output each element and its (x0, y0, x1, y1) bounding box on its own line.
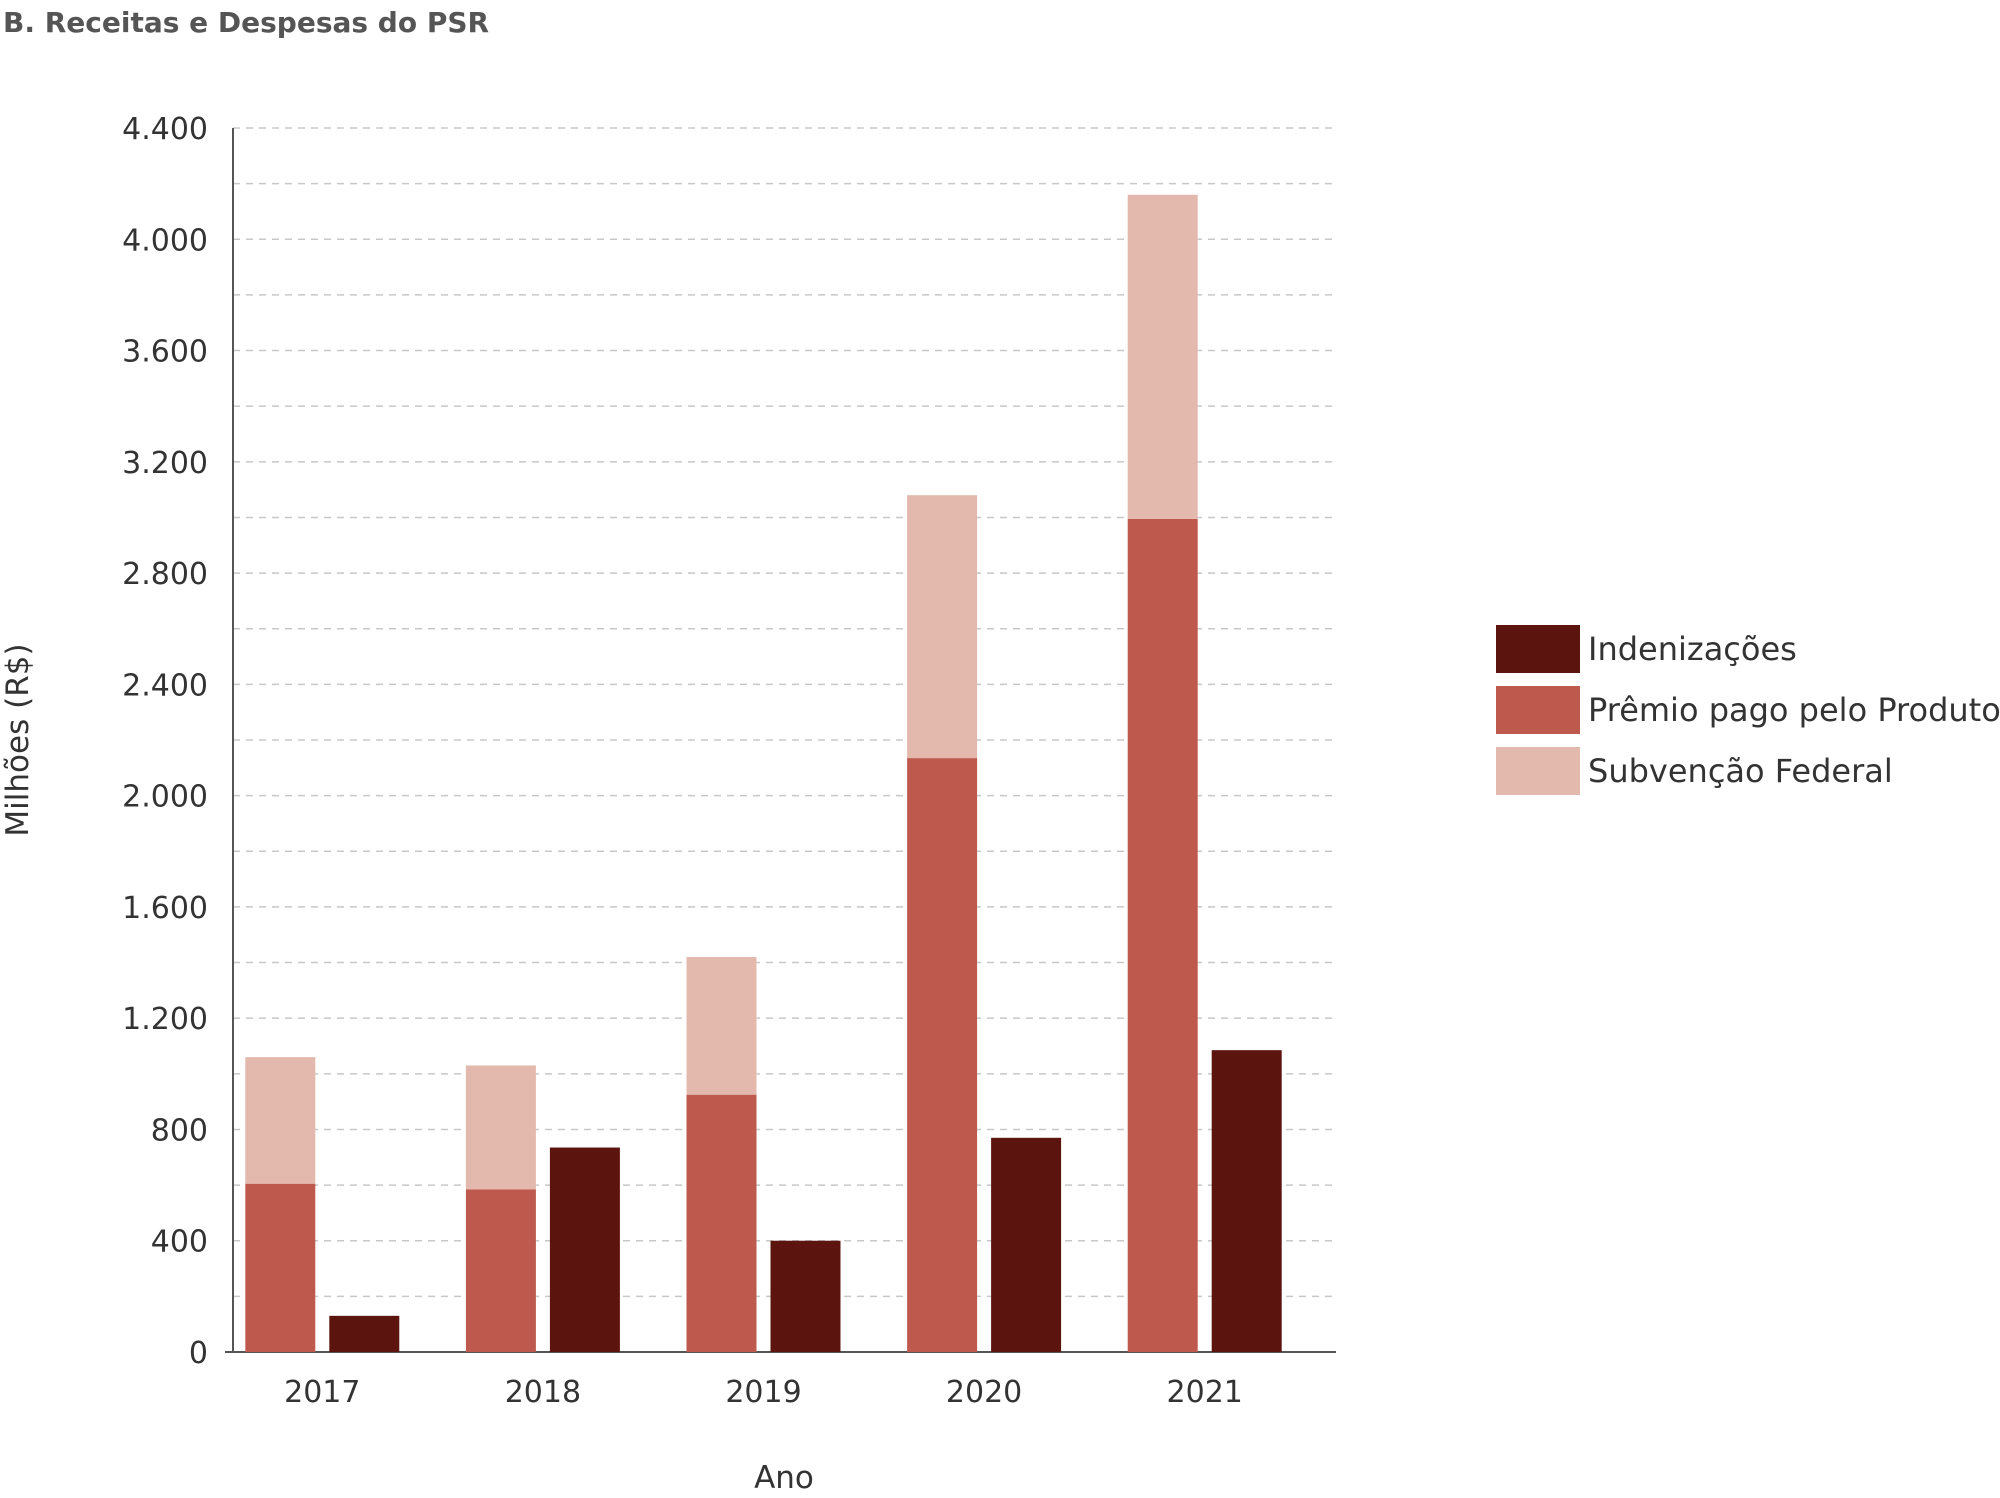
bar-subvencao-federal-2021 (1127, 194, 1198, 519)
legend: Indenizações Prêmio pago pelo Produtor Sub… (1496, 625, 2000, 795)
bar-subvencao-federal-2018 (465, 1065, 536, 1190)
legend-swatch-premio-pago-pelo-produtor (1496, 686, 1580, 734)
x-tick-label: 2019 (725, 1375, 801, 1410)
y-axis-label: Milhões (R$) (0, 643, 36, 836)
y-axis-ticks: 0 400 800 1.200 1.600 2.000 2.400 2.800 3.200 3.6… (122, 112, 208, 1371)
bar-subvencao-federal-2017 (245, 1057, 316, 1184)
bar-premio-pago-pelo-produtor-2018 (465, 1189, 536, 1352)
chart-title: B. Receitas e Despesas do PSR (3, 6, 489, 39)
gridlines (233, 127, 1336, 1298)
bar-indenizacoes-2021 (1211, 1050, 1282, 1352)
x-axis-label: Ano (754, 1460, 814, 1496)
y-tick-label: 400 (151, 1225, 208, 1260)
legend-label-subvencao-federal: Subvenção Federal (1588, 752, 1893, 790)
y-tick-label: 2.000 (122, 780, 208, 815)
legend-swatch-subvencao-federal (1496, 747, 1580, 795)
bar-premio-pago-pelo-produtor-2020 (907, 758, 978, 1352)
x-axis-ticks: 2017 2018 2019 2020 2021 (284, 1375, 1243, 1410)
bar-premio-pago-pelo-produtor-2017 (245, 1183, 316, 1352)
y-tick-label: 1.200 (122, 1002, 208, 1037)
y-tick-label: 4.000 (122, 223, 208, 258)
bar-indenizacoes-2019 (770, 1240, 841, 1352)
y-tick-label: 2.800 (122, 557, 208, 592)
x-tick-label: 2017 (284, 1375, 360, 1410)
bar-premio-pago-pelo-produtor-2021 (1127, 518, 1198, 1352)
x-tick-label: 2020 (946, 1375, 1022, 1410)
y-tick-label: 4.400 (122, 112, 208, 147)
bar-subvencao-federal-2020 (907, 495, 978, 759)
bar-indenizacoes-2017 (329, 1315, 400, 1352)
bars (245, 194, 1282, 1352)
y-tick-label: 1.600 (122, 891, 208, 926)
bar-indenizacoes-2018 (549, 1147, 620, 1352)
legend-swatch-indenizacoes (1496, 625, 1580, 673)
x-tick-label: 2018 (505, 1375, 581, 1410)
y-tick-label: 3.600 (122, 335, 208, 370)
bar-indenizacoes-2020 (991, 1137, 1062, 1352)
x-tick-label: 2021 (1167, 1375, 1243, 1410)
y-tick-label: 0 (189, 1336, 208, 1371)
legend-label-premio-pago-pelo-produtor: Prêmio pago pelo Produtor (1588, 691, 2000, 729)
legend-label-indenizacoes: Indenizações (1588, 630, 1797, 668)
y-tick-label: 2.400 (122, 668, 208, 703)
y-tick-label: 3.200 (122, 446, 208, 481)
bar-subvencao-federal-2019 (686, 956, 757, 1095)
bar-premio-pago-pelo-produtor-2019 (686, 1094, 757, 1352)
y-tick-label: 800 (151, 1113, 208, 1148)
